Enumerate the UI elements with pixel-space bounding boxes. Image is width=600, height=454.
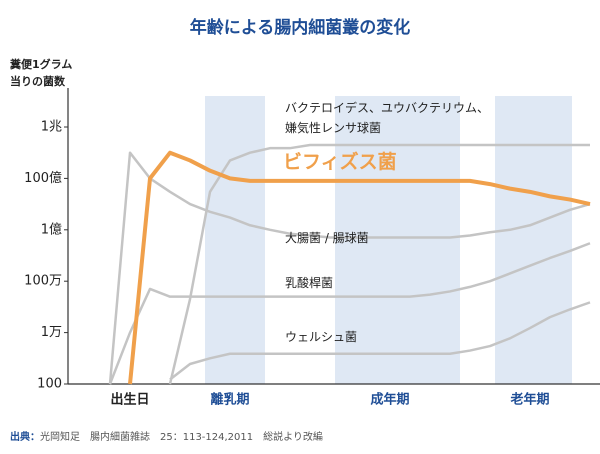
x-tick-label: 老年期: [509, 392, 549, 408]
series-line: [128, 150, 591, 385]
y-tick-label: 1兆: [41, 120, 62, 135]
x-tick-label: 成年期: [370, 392, 409, 408]
source-label: 出典：: [10, 430, 40, 443]
chart-title: 年齢による腸内細菌叢の変化: [190, 17, 411, 38]
x-tick-label: 離乳期: [210, 392, 249, 408]
series-label: ビフィズス菌: [283, 151, 397, 173]
series-label: 乳酸桿菌: [285, 276, 334, 290]
series-line: [108, 151, 591, 385]
stage-bands: [205, 96, 572, 384]
y-tick-label: 100億: [24, 170, 62, 186]
y-tick-label: 100万: [24, 274, 62, 289]
series-line: [168, 143, 590, 385]
series-line: [108, 242, 591, 385]
series-label: バクテロイデス、ユウバクテリウム、 嫌気性レンサ球菌: [285, 101, 490, 135]
y-tick-label: 100: [37, 377, 62, 392]
y-axis-title: 糞便1グラム 当りの菌数: [10, 58, 73, 88]
series-line: [169, 301, 591, 381]
x-tick-label: 出生日: [110, 392, 149, 408]
series-label: 大腸菌 / 腸球菌: [285, 231, 369, 245]
series-label: ウェルシュ菌: [285, 330, 358, 344]
stage-band: [205, 96, 265, 384]
y-tick-label: 1億: [41, 221, 62, 237]
source: 光岡知足 腸内細菌雑誌 25：113-124,2011 総説より改編: [40, 430, 323, 443]
y-tick-label: 1万: [41, 325, 62, 340]
